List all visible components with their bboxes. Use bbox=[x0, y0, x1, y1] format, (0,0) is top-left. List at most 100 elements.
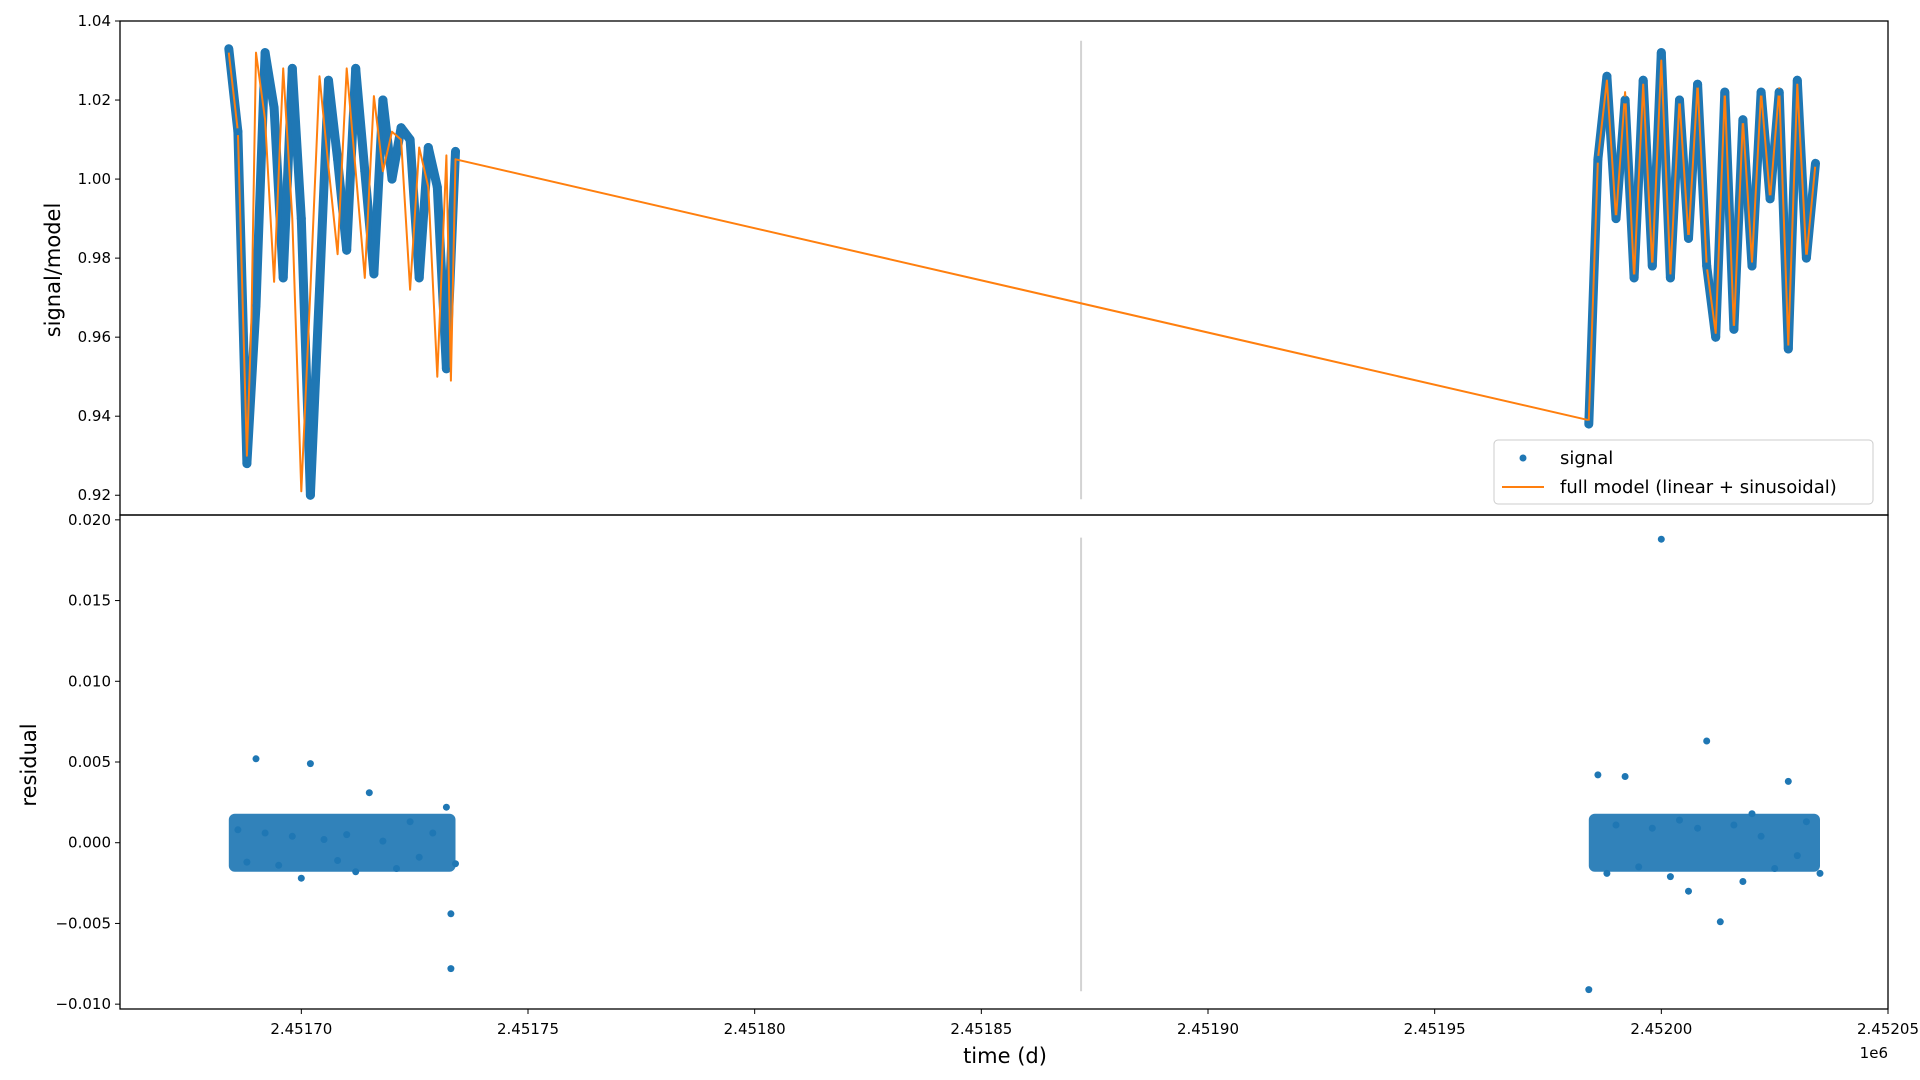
residual-point bbox=[1802, 818, 1810, 826]
residual-point bbox=[334, 857, 342, 864]
signal-point bbox=[279, 274, 287, 282]
x-tick-label: 2.45205 bbox=[1857, 1020, 1919, 1038]
signal-point bbox=[352, 64, 360, 72]
signal-point bbox=[388, 175, 396, 183]
legend-signal-marker bbox=[1519, 454, 1527, 462]
legend: signal full model (linear + sinusoidal) bbox=[1493, 439, 1874, 505]
residual-band bbox=[228, 813, 1820, 872]
signal-point bbox=[252, 302, 260, 309]
signal-point bbox=[379, 96, 387, 104]
residual-points bbox=[234, 535, 1824, 994]
signal-point bbox=[442, 365, 450, 373]
x-tick-label: 2.45190 bbox=[1177, 1020, 1239, 1038]
signal-point bbox=[1694, 80, 1702, 88]
x-axis-label: time (d) bbox=[963, 1044, 1047, 1068]
residual-point bbox=[1621, 773, 1629, 780]
residual-point bbox=[1694, 824, 1702, 832]
residual-point bbox=[1685, 887, 1692, 895]
residual-point bbox=[1730, 821, 1738, 829]
signal-point bbox=[1775, 88, 1783, 96]
x-tick-label: 2.45170 bbox=[270, 1020, 332, 1038]
residual-point bbox=[379, 837, 387, 845]
signal-point bbox=[1784, 345, 1792, 353]
signal-point bbox=[433, 183, 441, 191]
signal-point bbox=[334, 155, 342, 163]
signal-point bbox=[1585, 420, 1593, 428]
x-tick-label: 2.45195 bbox=[1404, 1020, 1466, 1038]
bottom-y-tick-label: 0.020 bbox=[68, 511, 111, 529]
x-tick-label: 2.45185 bbox=[950, 1020, 1012, 1038]
top-y-tick-label: 0.92 bbox=[78, 486, 111, 504]
signal-point bbox=[316, 286, 323, 294]
residual-point bbox=[320, 836, 328, 843]
residual-point bbox=[1648, 824, 1656, 832]
signal-band-segment bbox=[387, 123, 406, 184]
signal-point bbox=[1812, 159, 1819, 167]
x-axis-offset-label: 1e6 bbox=[1860, 1044, 1888, 1062]
signal-point bbox=[1657, 49, 1665, 57]
bottom-y-tick-label: 0.005 bbox=[68, 753, 111, 771]
bottom-y-axis-label: residual bbox=[17, 723, 41, 806]
residual-point bbox=[234, 826, 242, 834]
signal-point bbox=[1676, 96, 1683, 104]
model-line bbox=[227, 51, 1817, 493]
signal-band-segment bbox=[324, 75, 343, 164]
residual-point bbox=[429, 829, 437, 837]
legend-model-label: full model (linear + sinusoidal) bbox=[1560, 477, 1837, 498]
signal-point bbox=[1730, 325, 1738, 333]
top-y-tick-label: 0.96 bbox=[78, 328, 111, 346]
signal-point bbox=[1685, 234, 1692, 242]
signal-point bbox=[370, 270, 378, 278]
residual-point bbox=[1666, 873, 1674, 881]
signal-band-segment bbox=[369, 95, 388, 279]
signal-point bbox=[397, 124, 405, 132]
residual-point bbox=[1603, 869, 1611, 877]
residual-point bbox=[288, 832, 296, 840]
signal-point bbox=[1766, 195, 1774, 203]
residual-point bbox=[275, 861, 283, 869]
residual-point bbox=[406, 818, 414, 826]
signal-point bbox=[1802, 254, 1810, 262]
bottom-panel: −0.010 −0.005 0.000 0.005 0.010 0.015 0.020 2.… bbox=[17, 511, 1919, 1068]
signal-point bbox=[1603, 72, 1611, 80]
residual-point bbox=[306, 760, 314, 768]
top-signal-points bbox=[225, 45, 1819, 499]
top-model-line-layer bbox=[227, 51, 1817, 493]
signal-band-segment bbox=[260, 48, 279, 113]
residual-band-segment-1 bbox=[228, 813, 456, 872]
signal-point bbox=[306, 491, 314, 499]
signal-point bbox=[1757, 88, 1765, 96]
top-y-axis-label: signal/model bbox=[41, 203, 65, 338]
top-y-tick-label: 0.94 bbox=[78, 407, 111, 425]
residual-point bbox=[297, 874, 305, 882]
signal-point bbox=[1621, 96, 1629, 104]
signal-point bbox=[1712, 333, 1720, 341]
bottom-y-tick-label: 0.015 bbox=[68, 592, 111, 610]
signal-point bbox=[1612, 215, 1620, 223]
signal-band-segment bbox=[287, 63, 306, 224]
residual-point bbox=[1716, 918, 1724, 926]
signal-point bbox=[234, 128, 242, 136]
bottom-y-tick-label: 0.010 bbox=[68, 672, 111, 690]
residual-band-segment-2 bbox=[1588, 813, 1820, 872]
top-y-tick-label: 1.00 bbox=[78, 170, 111, 188]
residual-point bbox=[1739, 878, 1747, 885]
top-y-ticks: 0.92 0.94 0.96 0.98 1.00 1.02 1.04 bbox=[78, 12, 120, 504]
residual-point bbox=[261, 829, 269, 837]
residual-point bbox=[1594, 771, 1602, 779]
top-y-tick-label: 1.02 bbox=[78, 91, 111, 109]
residual-point bbox=[393, 865, 400, 872]
signal-point bbox=[297, 215, 305, 223]
signal-point bbox=[243, 460, 251, 468]
signal-band-segment bbox=[351, 63, 370, 176]
signal-point bbox=[452, 147, 459, 155]
signal-band-segment bbox=[423, 143, 442, 192]
residual-point bbox=[1657, 535, 1665, 543]
residual-point bbox=[442, 803, 450, 811]
bottom-y-ticks: −0.010 −0.005 0.000 0.005 0.010 0.015 0.020 bbox=[55, 511, 120, 1013]
x-tick-label: 2.45200 bbox=[1630, 1020, 1692, 1038]
signal-band-segment bbox=[315, 75, 333, 295]
signal-point bbox=[288, 64, 296, 72]
residual-point bbox=[1793, 852, 1801, 860]
signal-band-segment bbox=[414, 143, 433, 283]
